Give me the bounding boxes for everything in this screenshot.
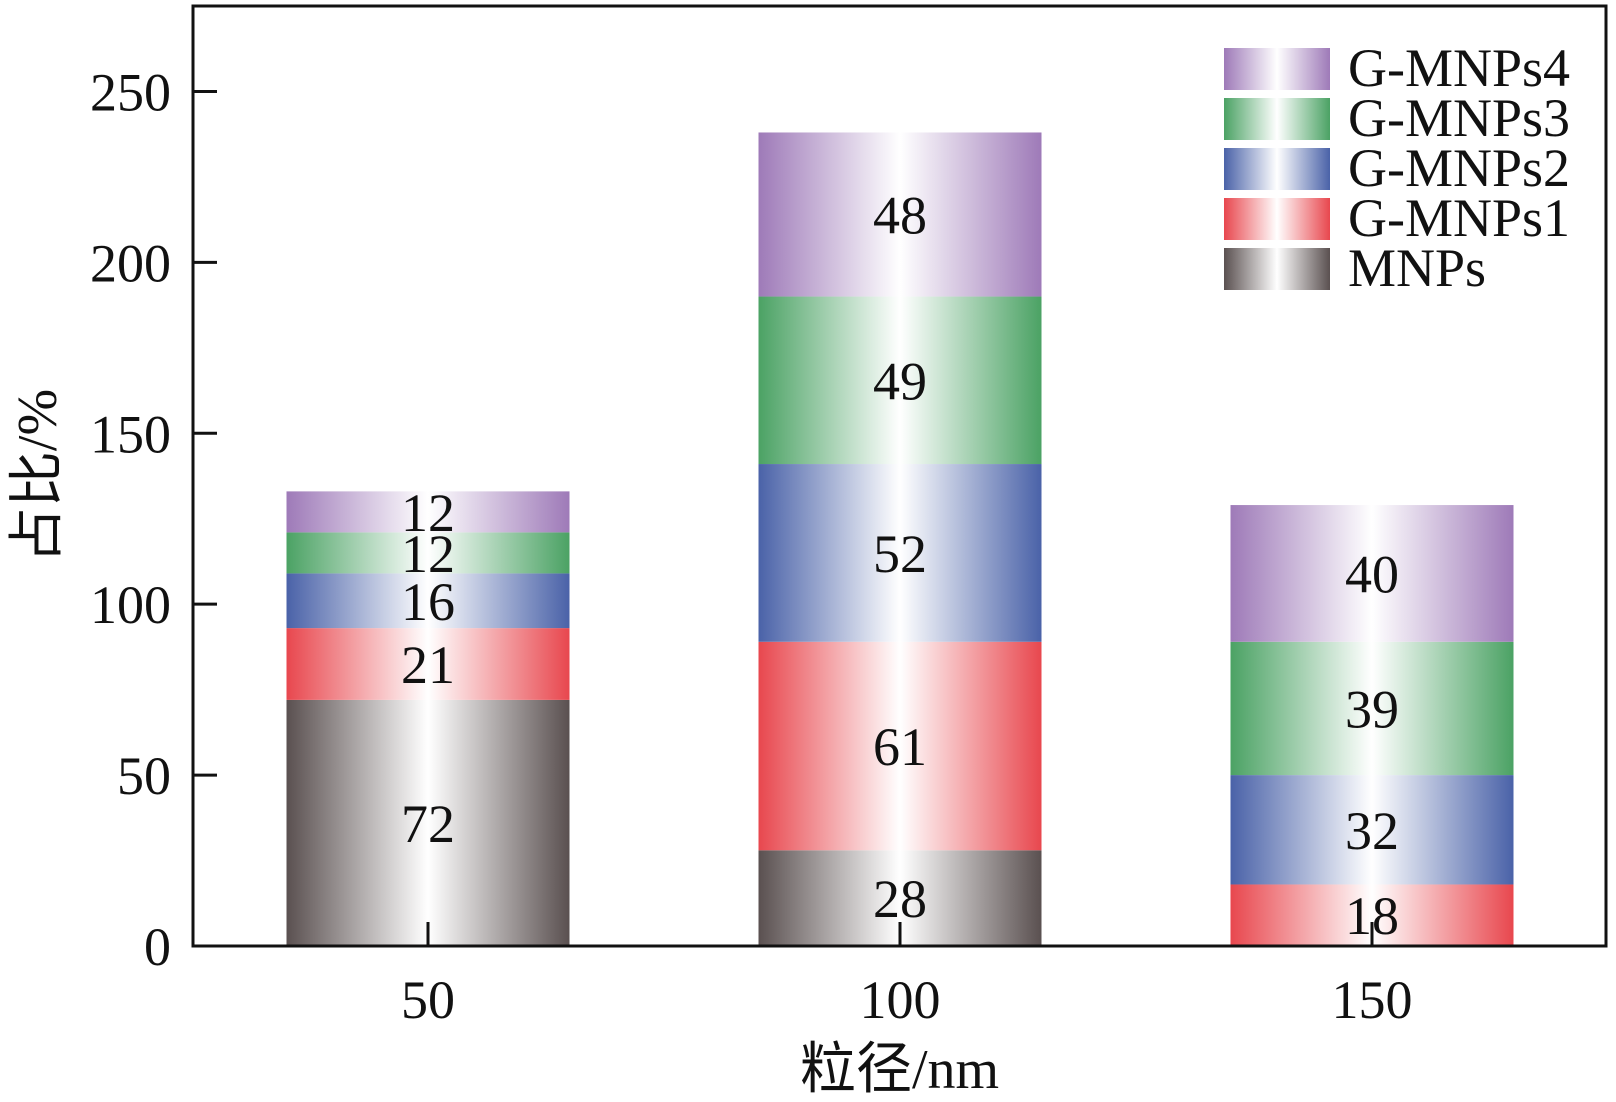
- y-tick-label: 0: [144, 917, 171, 977]
- y-tick-label: 50: [117, 746, 171, 806]
- bar-segment-g-mnps2-100: [758, 464, 1042, 642]
- bar-segment-g-mnps3-150: [1230, 641, 1514, 776]
- bar-segment-mnps-50: [286, 699, 570, 946]
- segment-value-label: 72: [401, 794, 455, 854]
- y-tick-label: 150: [90, 404, 171, 464]
- bar-segment-g-mnps4-50: [286, 491, 570, 533]
- segment-value-label: 12: [401, 483, 455, 543]
- segment-value-label: 21: [401, 635, 455, 695]
- bar-segment-g-mnps1-50: [286, 628, 570, 700]
- legend-swatch-mnps: [1224, 248, 1330, 290]
- ticks-layer: 0 50 100 150 200 250 50 100 150: [90, 62, 1413, 1030]
- segment-value-label: 28: [873, 869, 927, 929]
- segment-value-label: 40: [1345, 544, 1399, 604]
- segment-value-label: 12: [401, 524, 455, 584]
- bars-layer: [286, 132, 1514, 946]
- legend-label: G-MNPs2: [1348, 138, 1570, 198]
- legend-swatch-g-mnps3: [1224, 98, 1330, 140]
- y-tick-label: 200: [90, 233, 171, 293]
- legend-label: G-MNPs1: [1348, 188, 1570, 248]
- bar-segment-g-mnps2-150: [1230, 775, 1514, 885]
- legend-swatch-g-mnps2: [1224, 148, 1330, 190]
- y-axis-title: 占比/%: [7, 389, 69, 563]
- x-tick-label: 50: [401, 970, 455, 1030]
- segment-value-label: 32: [1345, 801, 1399, 861]
- legend-swatch-g-mnps4: [1224, 48, 1330, 90]
- segment-value-label: 49: [873, 351, 927, 411]
- segment-value-label: 16: [401, 572, 455, 632]
- bar-segment-g-mnps3-100: [758, 296, 1042, 465]
- x-tick-label: 150: [1332, 970, 1413, 1030]
- legend-swatch-g-mnps1: [1224, 198, 1330, 240]
- bar-segment-g-mnps1-100: [758, 641, 1042, 851]
- segment-value-label: 48: [873, 186, 927, 246]
- segment-value-label: 52: [873, 524, 927, 584]
- x-axis-title: 粒径/nm: [800, 1039, 999, 1101]
- y-tick-label: 250: [90, 62, 171, 122]
- bar-segment-g-mnps4-100: [758, 132, 1042, 297]
- x-tick-label: 100: [860, 970, 941, 1030]
- bar-segment-g-mnps4-150: [1230, 505, 1514, 642]
- segment-value-label: 39: [1345, 679, 1399, 739]
- legend-label: G-MNPs3: [1348, 88, 1570, 148]
- bar-segment-g-mnps3-50: [286, 532, 570, 574]
- legend-label: G-MNPs4: [1348, 38, 1570, 98]
- segment-value-label: 61: [873, 717, 927, 777]
- bar-segment-g-mnps2-50: [286, 573, 570, 629]
- y-tick-label: 100: [90, 575, 171, 635]
- legend-label: MNPs: [1348, 238, 1486, 298]
